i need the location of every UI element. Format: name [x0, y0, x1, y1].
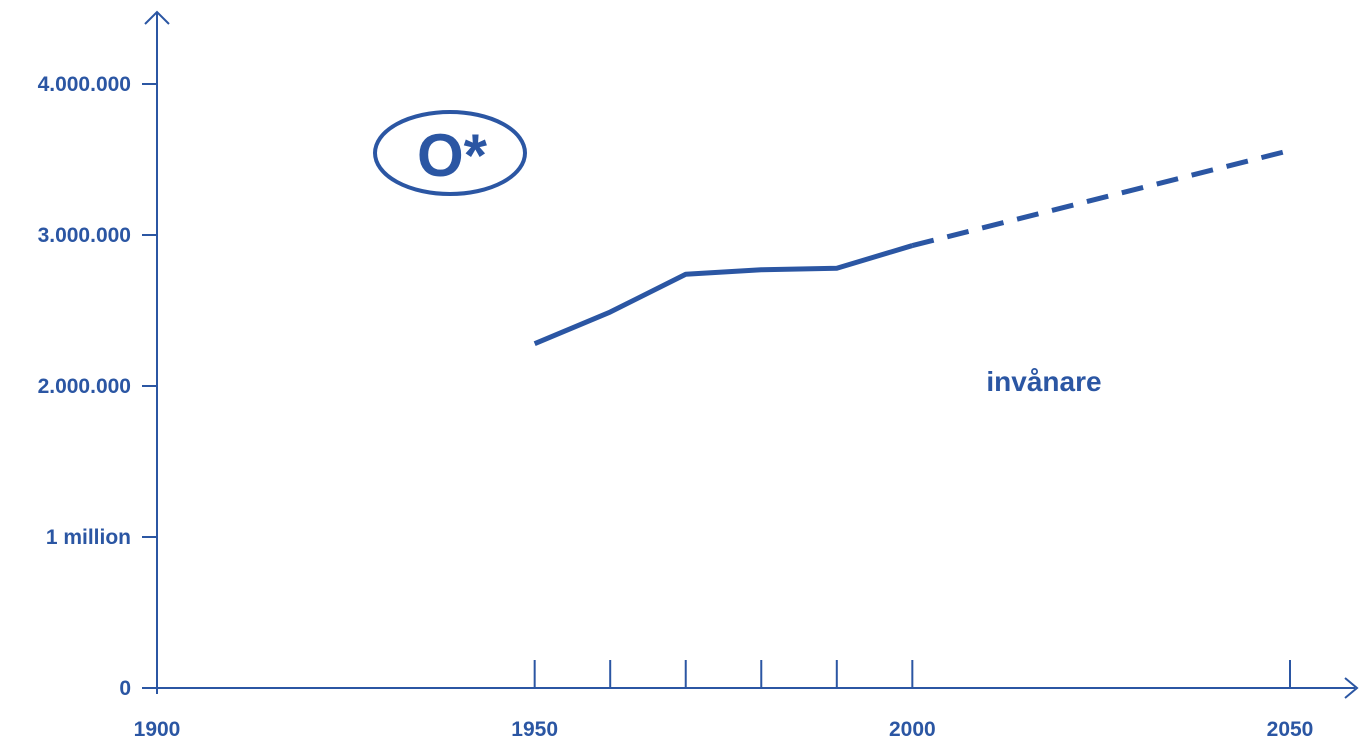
y-tick-label: 3.000.000	[38, 224, 131, 247]
x-axis-arrow	[1344, 677, 1359, 699]
y-tick-label: 1 million	[46, 526, 131, 549]
x-tick-label: 1900	[134, 718, 181, 741]
y-axis-arrow	[144, 10, 170, 25]
badge-label: O*	[417, 122, 488, 189]
projection-line	[911, 148, 1291, 248]
annotations: O* invånare	[373, 110, 1102, 397]
badge-ellipse	[373, 110, 527, 196]
series-lines	[533, 148, 1291, 347]
axes	[144, 10, 1359, 699]
x-tick-label: 2000	[889, 718, 936, 741]
y-tick-label: 4.000.000	[38, 73, 131, 96]
y-tick-label: 2.000.000	[38, 375, 131, 398]
population-line	[533, 243, 914, 347]
series-label: invånare	[986, 366, 1101, 397]
y-tick-label: 0	[119, 677, 131, 700]
x-tick-label: 1950	[511, 718, 558, 741]
ticks: 0 1 million 2.000.000 3.000.000 4.000.000 190…	[38, 73, 1314, 741]
x-tick-label: 2050	[1267, 718, 1314, 741]
